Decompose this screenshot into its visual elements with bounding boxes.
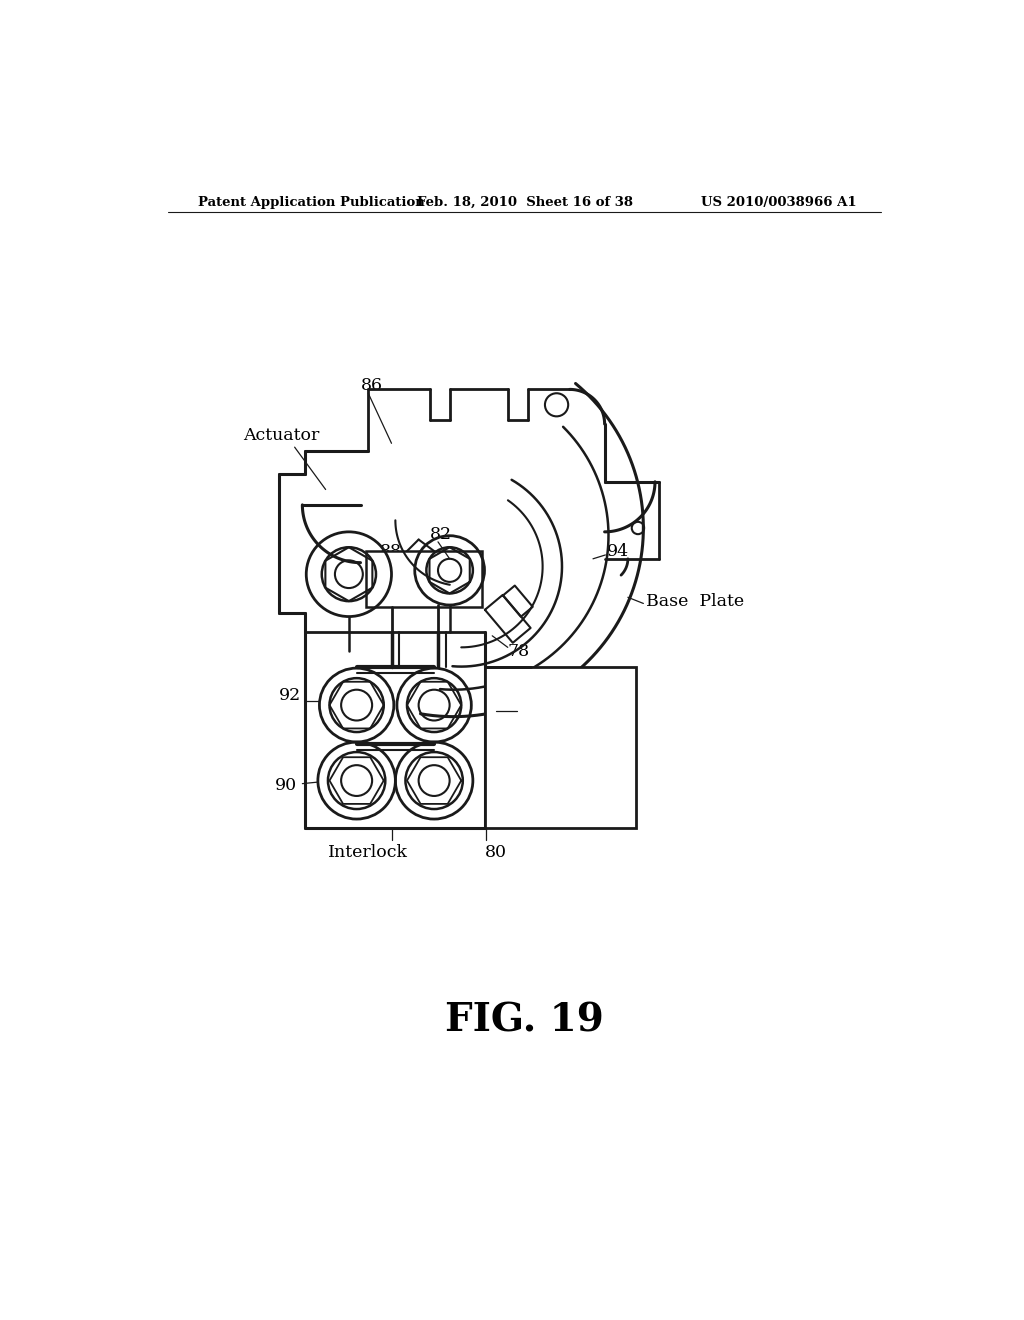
FancyBboxPatch shape (366, 552, 482, 607)
Text: 88: 88 (380, 543, 401, 560)
Text: Interlock: Interlock (329, 843, 409, 861)
Text: 92: 92 (280, 688, 301, 705)
Text: 82: 82 (430, 525, 453, 543)
Text: 84: 84 (517, 705, 539, 721)
Text: 80: 80 (484, 843, 507, 861)
Text: 86: 86 (360, 378, 383, 395)
Text: Actuator: Actuator (243, 428, 319, 444)
Text: 78: 78 (508, 643, 529, 660)
Text: Patent Application Publication: Patent Application Publication (198, 195, 425, 209)
Text: US 2010/0038966 A1: US 2010/0038966 A1 (700, 195, 856, 209)
Text: 90: 90 (275, 777, 297, 795)
Text: FIG. 19: FIG. 19 (445, 1002, 604, 1040)
Text: Base  Plate: Base Plate (646, 593, 743, 610)
Text: 94: 94 (607, 543, 629, 560)
FancyBboxPatch shape (484, 667, 636, 829)
Text: Feb. 18, 2010  Sheet 16 of 38: Feb. 18, 2010 Sheet 16 of 38 (417, 195, 633, 209)
